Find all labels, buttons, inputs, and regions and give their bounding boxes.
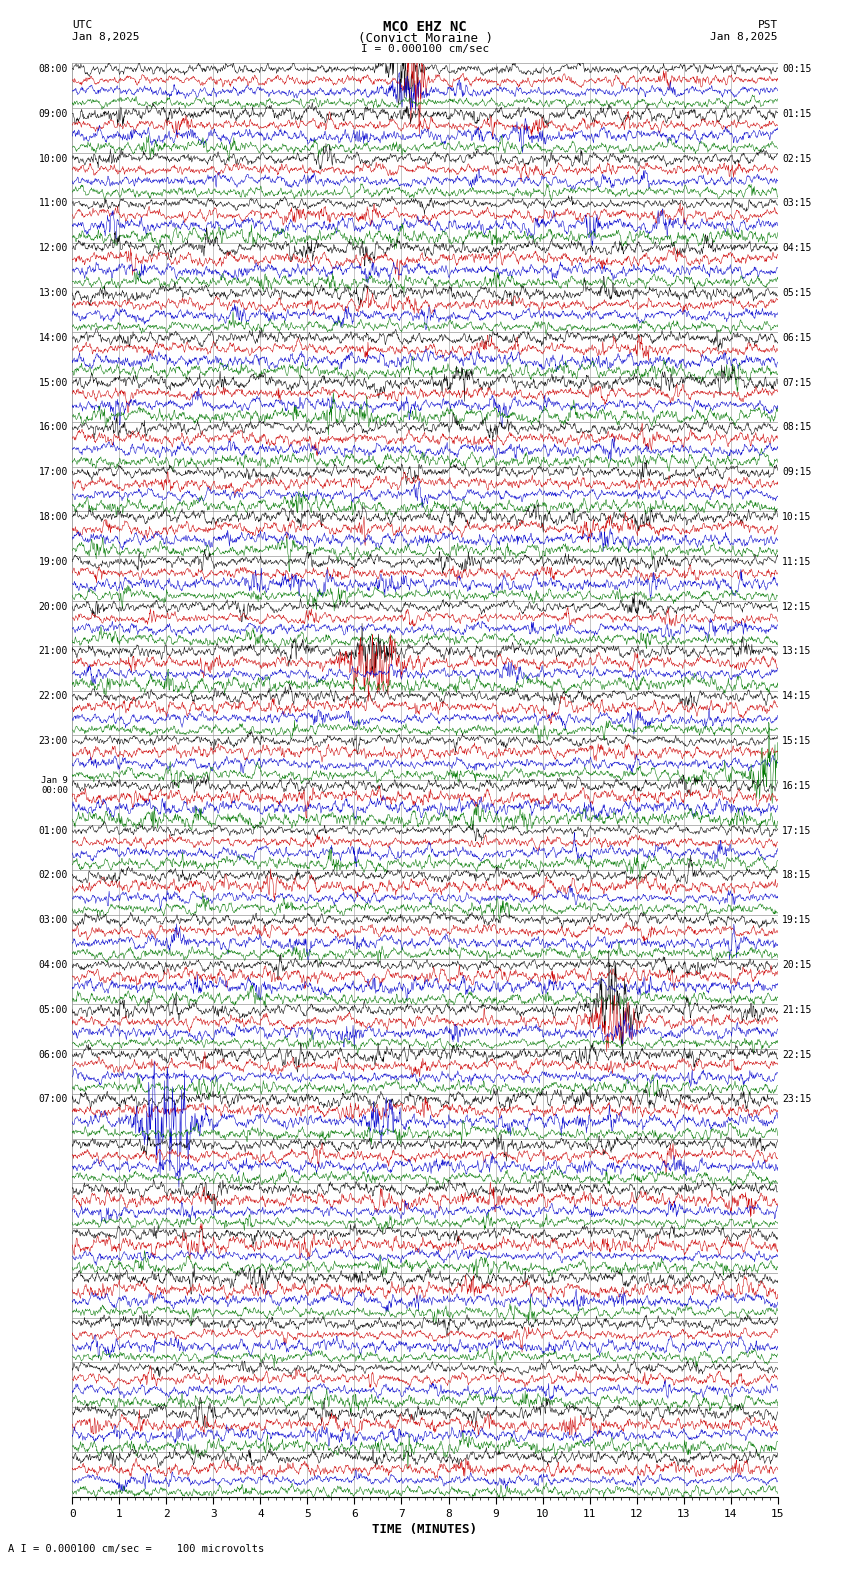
Text: 21:15: 21:15 [782,1004,812,1015]
Text: 15:15: 15:15 [782,737,812,746]
Text: 22:00: 22:00 [38,691,68,702]
Text: 20:15: 20:15 [782,960,812,969]
Text: 12:15: 12:15 [782,602,812,611]
Text: 16:00: 16:00 [38,423,68,432]
Text: 02:00: 02:00 [38,870,68,881]
Text: MCO EHZ NC: MCO EHZ NC [383,19,467,33]
Text: 23:15: 23:15 [782,1095,812,1104]
Text: 14:15: 14:15 [782,691,812,702]
Text: UTC: UTC [72,19,93,30]
Text: 17:15: 17:15 [782,825,812,835]
Text: 01:15: 01:15 [782,109,812,119]
Text: 00:15: 00:15 [782,63,812,74]
Text: 21:00: 21:00 [38,646,68,656]
Text: 10:00: 10:00 [38,154,68,163]
Text: 02:15: 02:15 [782,154,812,163]
Text: 07:15: 07:15 [782,377,812,388]
Text: Jan 9: Jan 9 [41,776,68,786]
Text: 16:15: 16:15 [782,781,812,790]
Text: (Convict Moraine ): (Convict Moraine ) [358,32,492,44]
Text: 11:15: 11:15 [782,556,812,567]
Text: 18:15: 18:15 [782,870,812,881]
Text: I = 0.000100 cm/sec: I = 0.000100 cm/sec [361,43,489,54]
Text: 00:00: 00:00 [41,786,68,795]
Text: 08:00: 08:00 [38,63,68,74]
Text: 06:15: 06:15 [782,333,812,342]
Text: 23:00: 23:00 [38,737,68,746]
Text: 15:00: 15:00 [38,377,68,388]
Text: 05:00: 05:00 [38,1004,68,1015]
Text: 13:15: 13:15 [782,646,812,656]
Text: 10:15: 10:15 [782,512,812,523]
Text: 11:00: 11:00 [38,198,68,209]
Text: Jan 8,2025: Jan 8,2025 [711,32,778,41]
Text: Jan 8,2025: Jan 8,2025 [72,32,139,41]
Text: 08:15: 08:15 [782,423,812,432]
Text: 20:00: 20:00 [38,602,68,611]
Text: 09:15: 09:15 [782,467,812,477]
Text: 17:00: 17:00 [38,467,68,477]
Text: 13:00: 13:00 [38,288,68,298]
Text: 12:00: 12:00 [38,244,68,253]
Text: 19:00: 19:00 [38,556,68,567]
Text: 03:15: 03:15 [782,198,812,209]
Text: 09:00: 09:00 [38,109,68,119]
Text: 04:00: 04:00 [38,960,68,969]
Text: 01:00: 01:00 [38,825,68,835]
Text: 06:00: 06:00 [38,1050,68,1060]
Text: 22:15: 22:15 [782,1050,812,1060]
Text: 04:15: 04:15 [782,244,812,253]
Text: 05:15: 05:15 [782,288,812,298]
Text: A I = 0.000100 cm/sec =    100 microvolts: A I = 0.000100 cm/sec = 100 microvolts [8,1544,264,1554]
Text: 19:15: 19:15 [782,916,812,925]
Text: 14:00: 14:00 [38,333,68,342]
Text: PST: PST [757,19,778,30]
Text: 07:00: 07:00 [38,1095,68,1104]
Text: 18:00: 18:00 [38,512,68,523]
Text: 03:00: 03:00 [38,916,68,925]
X-axis label: TIME (MINUTES): TIME (MINUTES) [372,1522,478,1536]
